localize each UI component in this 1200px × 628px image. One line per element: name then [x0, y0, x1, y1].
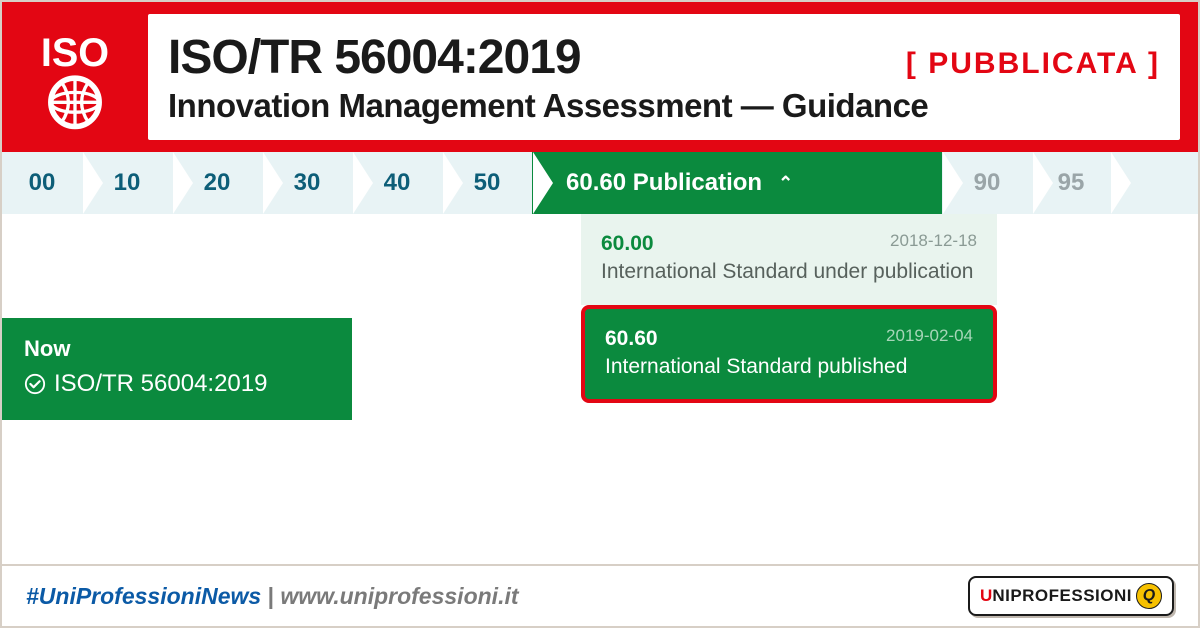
- stage-00[interactable]: 00: [2, 152, 82, 214]
- chevron-up-icon: ⌃: [778, 173, 793, 194]
- check-circle-icon: [24, 373, 46, 395]
- uniprofessioni-logo[interactable]: UNIPROFESSIONI Q: [968, 576, 1174, 616]
- dropdown-item-6060-current[interactable]: 60.60 2019-02-04 International Standard …: [581, 305, 997, 404]
- footer-bar: #UniProfessioniNews | www.uniprofessioni…: [2, 564, 1198, 626]
- footer-hashtag[interactable]: #UniProfessioniNews: [26, 583, 261, 609]
- svg-text:ISO: ISO: [41, 31, 109, 75]
- logo-rest: NIPROFESSIONI: [992, 586, 1132, 605]
- substage-desc: International Standard under publication: [601, 258, 977, 286]
- substage-code: 60.00: [601, 232, 654, 255]
- now-label: Now: [24, 336, 330, 362]
- standard-code: ISO/TR 56004:2019: [168, 30, 581, 85]
- stage-dropdown: 60.00 2018-12-18 International Standard …: [581, 214, 997, 403]
- iso-logo-icon: ISO: [20, 22, 130, 132]
- dropdown-item-6000[interactable]: 60.00 2018-12-18 International Standard …: [581, 214, 997, 305]
- substage-date: 2018-12-18: [890, 230, 977, 253]
- substage-code: 60.60: [605, 327, 658, 350]
- footer-attribution: #UniProfessioniNews | www.uniprofessioni…: [26, 583, 519, 610]
- q-badge-icon: Q: [1136, 583, 1162, 609]
- now-status-box: Now ISO/TR 56004:2019: [2, 318, 352, 420]
- header-title-box: ISO/TR 56004:2019 [ PUBBLICATA ] Innovat…: [148, 14, 1180, 140]
- substage-desc: International Standard published: [605, 353, 973, 381]
- stage-active-label: 60.60 Publication: [566, 169, 762, 197]
- footer-url[interactable]: www.uniprofessioni.it: [280, 583, 518, 609]
- header-bar: ISO ISO/TR 56004:2019 [ PUBBLICATA ] Inn…: [2, 2, 1198, 152]
- standard-subtitle: Innovation Management Assessment — Guida…: [168, 87, 1160, 125]
- stage-60-publication-active[interactable]: 60.60 Publication ⌃: [532, 152, 942, 214]
- substage-date: 2019-02-04: [886, 325, 973, 348]
- now-standard-code: ISO/TR 56004:2019: [54, 370, 267, 398]
- stage-breadcrumb: 00 10 20 30 40 50 60.60 Publication ⌃ 90…: [2, 152, 1198, 214]
- logo-letter-u: U: [980, 586, 992, 605]
- published-badge: [ PUBBLICATA ]: [906, 47, 1160, 81]
- footer-separator: |: [261, 583, 280, 609]
